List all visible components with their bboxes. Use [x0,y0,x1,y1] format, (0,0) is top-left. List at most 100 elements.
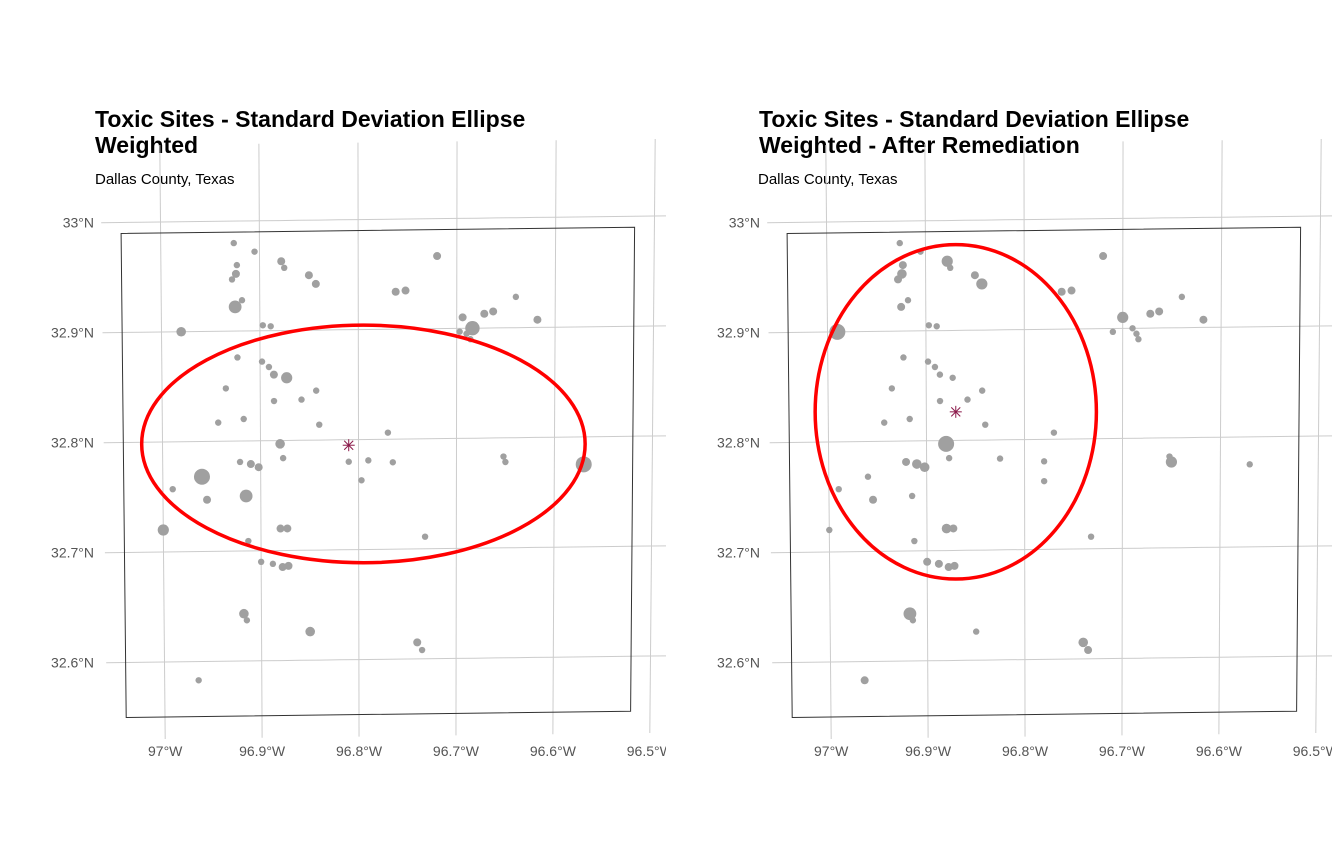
map-title: Toxic Sites - Standard Deviation Ellipse… [95,106,525,158]
toxic-site-point [1057,287,1066,296]
toxic-site-point [267,323,274,330]
toxic-site-point [169,485,176,493]
toxic-site-point [941,523,952,534]
toxic-site-point [413,638,422,647]
lon-tick-label: 97°W [814,743,849,759]
toxic-site-point [257,558,265,565]
toxic-site-point [258,358,266,365]
toxic-site-point [925,322,933,329]
toxic-site-point [933,323,940,330]
toxic-site-point [384,429,392,436]
map-subtitle: Dallas County, Texas [758,171,898,188]
parallel-line [772,655,1332,664]
lat-tick-label: 32.9°N [51,325,94,341]
toxic-site-point [533,315,542,324]
title-line-1: Toxic Sites - Standard Deviation Ellipse [759,106,1190,132]
toxic-site-point [906,415,913,423]
lon-tick-label: 96.5°W [1293,743,1332,759]
toxic-site-point [254,463,263,472]
toxic-site-point [1199,315,1208,324]
toxic-site-point [176,326,186,337]
toxic-site-point [233,261,241,269]
lon-tick-label: 96.5°W [627,743,666,759]
toxic-site-point [228,276,236,283]
lon-tick-label: 96.6°W [530,743,577,759]
toxic-site-point [982,421,989,428]
toxic-site-point [512,293,520,301]
toxic-site-point [365,457,372,464]
toxic-site-point [502,458,509,466]
parallel-line [101,215,666,224]
toxic-site-point [265,363,273,371]
toxic-site-point [277,257,286,266]
lat-tick-label: 32.6°N [717,655,760,671]
map-title: Toxic Sites - Standard Deviation Ellipse… [759,106,1189,158]
toxic-site-point [1040,458,1048,465]
toxic-site-point [947,264,954,271]
lat-tick-label: 32.8°N [51,435,94,451]
toxic-site-point [238,297,246,304]
map-panel-before: Toxic Sites - Standard Deviation Ellipse… [0,0,666,868]
toxic-site-point [911,537,918,545]
title-line-2: Weighted - After Remediation [759,132,1080,158]
toxic-site-point [1067,286,1076,295]
toxic-site-point [972,628,980,635]
toxic-site-point [458,313,467,322]
toxic-site-point [936,371,944,378]
std-deviation-ellipse [813,242,1099,581]
toxic-site-point [433,252,442,261]
toxic-site-point [835,485,842,493]
toxic-site-point [826,526,833,534]
toxic-site-point [1246,461,1253,468]
toxic-site-point [311,279,320,288]
toxic-site-point [316,421,323,428]
toxic-site-point [864,473,872,480]
toxic-site-point [195,677,202,684]
toxic-site-point [234,354,241,361]
lon-tick-label: 96.7°W [433,743,480,759]
toxic-site-point [900,354,907,361]
toxic-site-point [391,287,400,296]
lat-tick-label: 32.7°N [717,545,760,561]
graticule [767,138,1332,740]
toxic-site-point [215,419,222,426]
toxic-site-point [912,459,922,469]
toxic-site-point [949,524,958,533]
toxic-site-point [240,415,247,423]
toxic-site-point [904,297,912,304]
toxic-site-point [480,309,489,318]
std-deviation-ellipse [139,323,587,565]
toxic-site-point [976,278,988,290]
lon-tick-label: 97°W [148,743,183,759]
toxic-site-point [312,387,320,394]
toxic-site-point [276,524,285,533]
toxic-site-point [1165,456,1178,468]
toxic-site-point [950,561,959,570]
title-line-1: Toxic Sites - Standard Deviation Ellipse [95,106,526,132]
toxic-sites [157,239,592,684]
toxic-site-point [898,261,907,270]
toxic-site-point [305,626,315,637]
toxic-site-point [881,419,888,426]
map-panel-after-remediation: Toxic Sites - Standard Deviation Ellipse… [666,0,1332,868]
county-boundary [786,226,1302,719]
toxic-site-point [902,457,911,466]
toxic-site-point [934,559,943,568]
toxic-site-point [919,462,930,473]
toxic-site-point [456,328,463,335]
toxic-site-point [964,396,971,403]
toxic-site-point [418,646,426,654]
toxic-site-point [941,255,953,267]
toxic-site-point [896,239,903,247]
parallel-line [770,545,1332,554]
toxic-site-point [283,524,292,533]
toxic-site-point [463,330,470,337]
toxic-site-point [945,454,953,462]
toxic-site-point [1050,429,1058,436]
toxic-site-point [909,617,917,624]
toxic-site-point [1109,328,1117,336]
parallel-line [103,435,666,444]
toxic-site-point [1040,477,1048,485]
toxic-site-point [1155,307,1164,316]
toxic-site-point [931,363,939,371]
